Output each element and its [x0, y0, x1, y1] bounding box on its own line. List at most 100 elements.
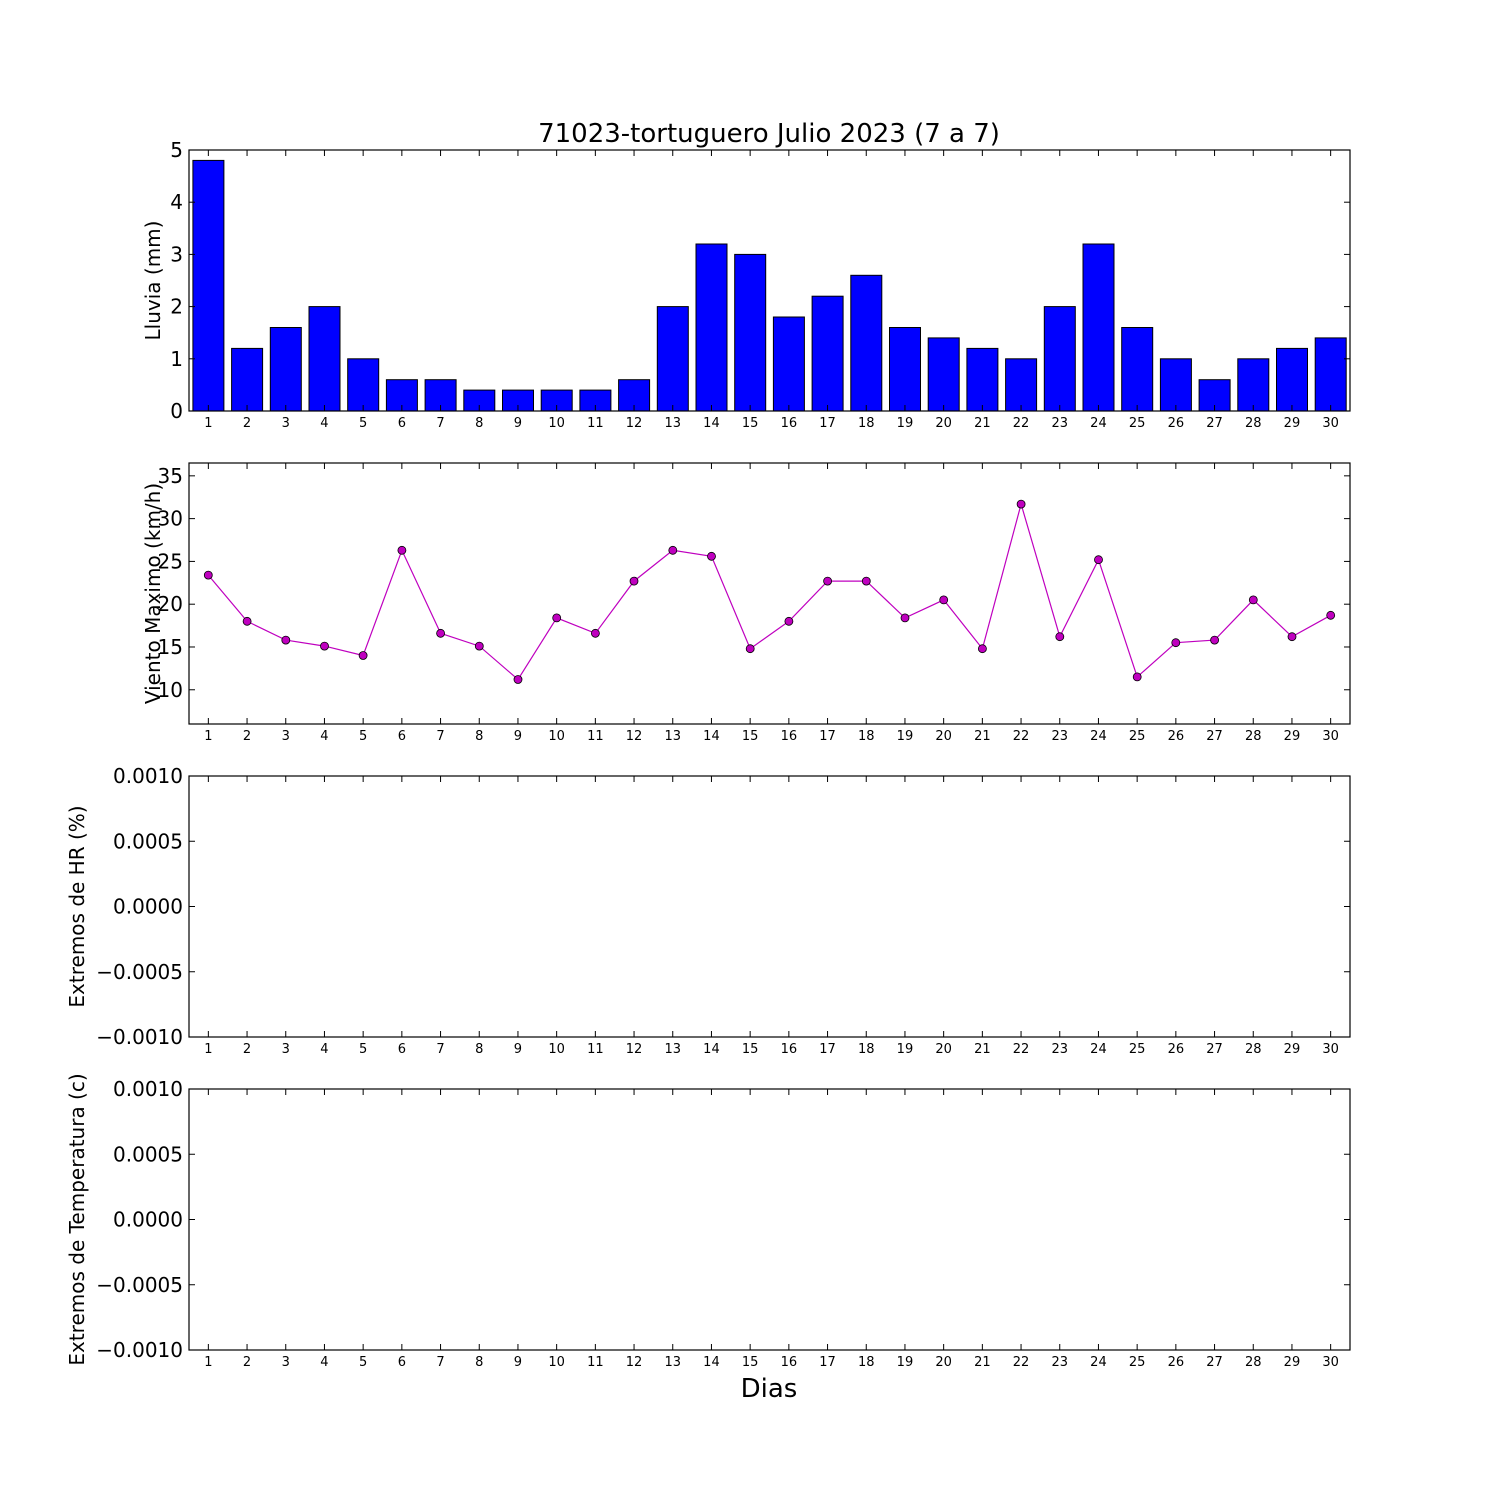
y-tick-label: 1 — [170, 347, 183, 371]
x-tick-label: 1 — [204, 729, 212, 744]
wind-point — [861, 576, 871, 586]
x-tick-label: 23 — [1051, 1355, 1068, 1370]
x-tick-label: 16 — [781, 1355, 798, 1370]
x-tick-label: 18 — [858, 416, 875, 431]
rain-bar — [772, 316, 805, 412]
x-tick-label: 20 — [935, 416, 952, 431]
x-tick-label: 24 — [1090, 1355, 1107, 1370]
x-tick-label: 21 — [974, 729, 991, 744]
x-tick-label: 5 — [359, 1355, 367, 1370]
x-tick-label: 17 — [819, 416, 836, 431]
rain-bar — [734, 253, 767, 412]
x-tick-label: 4 — [320, 1355, 328, 1370]
x-tick-label: 5 — [359, 729, 367, 744]
x-tick-label: 21 — [974, 1042, 991, 1057]
wind-point — [1055, 632, 1065, 642]
x-tick-label: 11 — [587, 416, 604, 431]
x-tick-label: 26 — [1168, 1042, 1185, 1057]
x-tick-label: 2 — [243, 729, 251, 744]
x-tick-label: 23 — [1051, 729, 1068, 744]
x-tick-label: 24 — [1090, 1042, 1107, 1057]
y-tick-label: 0.0010 — [113, 1077, 183, 1101]
rain-bar — [1159, 358, 1192, 412]
wind-point — [320, 641, 329, 651]
rain-bar — [1082, 243, 1115, 412]
x-tick-label: 3 — [282, 1042, 290, 1057]
wind-point — [397, 545, 407, 555]
x-tick-label: 12 — [626, 1355, 643, 1370]
x-tick-label: 26 — [1168, 729, 1185, 744]
humidity-y-axis-label: Extremos de HR (%) — [65, 805, 89, 1007]
x-tick-label: 14 — [703, 416, 720, 431]
x-tick-label: 8 — [475, 416, 483, 431]
wind-point — [474, 641, 484, 651]
x-tick-label: 17 — [819, 729, 836, 744]
x-tick-label: 14 — [703, 1355, 720, 1370]
x-tick-label: 29 — [1284, 729, 1301, 744]
x-tick-label: 7 — [436, 1042, 444, 1057]
x-tick-label: 14 — [703, 729, 720, 744]
x-tick-label: 30 — [1322, 1355, 1339, 1370]
x-tick-label: 17 — [819, 1355, 836, 1370]
wind-point — [513, 675, 523, 684]
y-tick-label: 20 — [158, 592, 183, 616]
x-tick-label: 3 — [282, 416, 290, 431]
x-tick-label: 5 — [359, 1042, 367, 1057]
wind-line — [207, 501, 1331, 681]
rain-bar — [1121, 327, 1154, 412]
x-tick-label: 3 — [282, 1355, 290, 1370]
x-tick-label: 8 — [475, 729, 483, 744]
rain-bar — [927, 337, 960, 412]
y-tick-label: 4 — [170, 190, 183, 214]
x-tick-label: 15 — [742, 1355, 759, 1370]
wind-point — [939, 595, 949, 605]
temperature-y-axis-label: Extremos de Temperatura (c) — [65, 1073, 89, 1365]
x-tick-label: 9 — [514, 1042, 522, 1057]
y-tick-label: 0.0005 — [113, 1142, 183, 1166]
x-tick-label: 8 — [475, 1355, 483, 1370]
y-tick-label: 0.0000 — [113, 895, 183, 919]
wind-axes-frame — [188, 462, 1351, 725]
wind-point — [668, 545, 678, 555]
y-tick-label: −0.0010 — [96, 1338, 183, 1362]
y-tick-label: 25 — [158, 549, 183, 573]
x-tick-label: 10 — [548, 416, 565, 431]
x-tick-label: 27 — [1206, 1042, 1223, 1057]
x-tick-label: 29 — [1284, 1355, 1301, 1370]
y-tick-label: 2 — [170, 295, 183, 319]
y-tick-label: 5 — [170, 138, 183, 162]
x-tick-label: 26 — [1168, 1355, 1185, 1370]
y-tick-label: 35 — [158, 464, 183, 488]
rain-bar — [269, 327, 302, 412]
wind-point — [978, 644, 987, 654]
x-tick-label: 28 — [1245, 729, 1262, 744]
x-tick-label: 19 — [897, 1355, 914, 1370]
x-tick-label: 23 — [1051, 1042, 1068, 1057]
x-tick-label: 9 — [514, 1355, 522, 1370]
x-tick-label: 12 — [626, 1042, 643, 1057]
y-tick-label: 0.0010 — [113, 764, 183, 788]
x-tick-label: 6 — [398, 1042, 406, 1057]
rain-axes-frame — [188, 149, 1351, 412]
y-tick-label: −0.0010 — [96, 1025, 183, 1049]
x-tick-label: 16 — [781, 1042, 798, 1057]
x-tick-label: 6 — [398, 1355, 406, 1370]
x-tick-label: 18 — [858, 1355, 875, 1370]
x-tick-label: 2 — [243, 416, 251, 431]
x-tick-label: 22 — [1013, 1042, 1030, 1057]
x-tick-label: 18 — [858, 1042, 875, 1057]
x-tick-label: 17 — [819, 1042, 836, 1057]
x-tick-label: 8 — [475, 1042, 483, 1057]
wind-point — [784, 616, 794, 626]
temperature-axes-frame — [188, 1088, 1351, 1351]
wind-point — [1287, 632, 1297, 642]
x-tick-label: 4 — [320, 1042, 328, 1057]
x-tick-label: 11 — [587, 1355, 604, 1370]
x-tick-label: 21 — [974, 1355, 991, 1370]
wind-point — [436, 628, 446, 638]
x-tick-label: 18 — [858, 729, 875, 744]
x-tick-label: 3 — [282, 729, 290, 744]
